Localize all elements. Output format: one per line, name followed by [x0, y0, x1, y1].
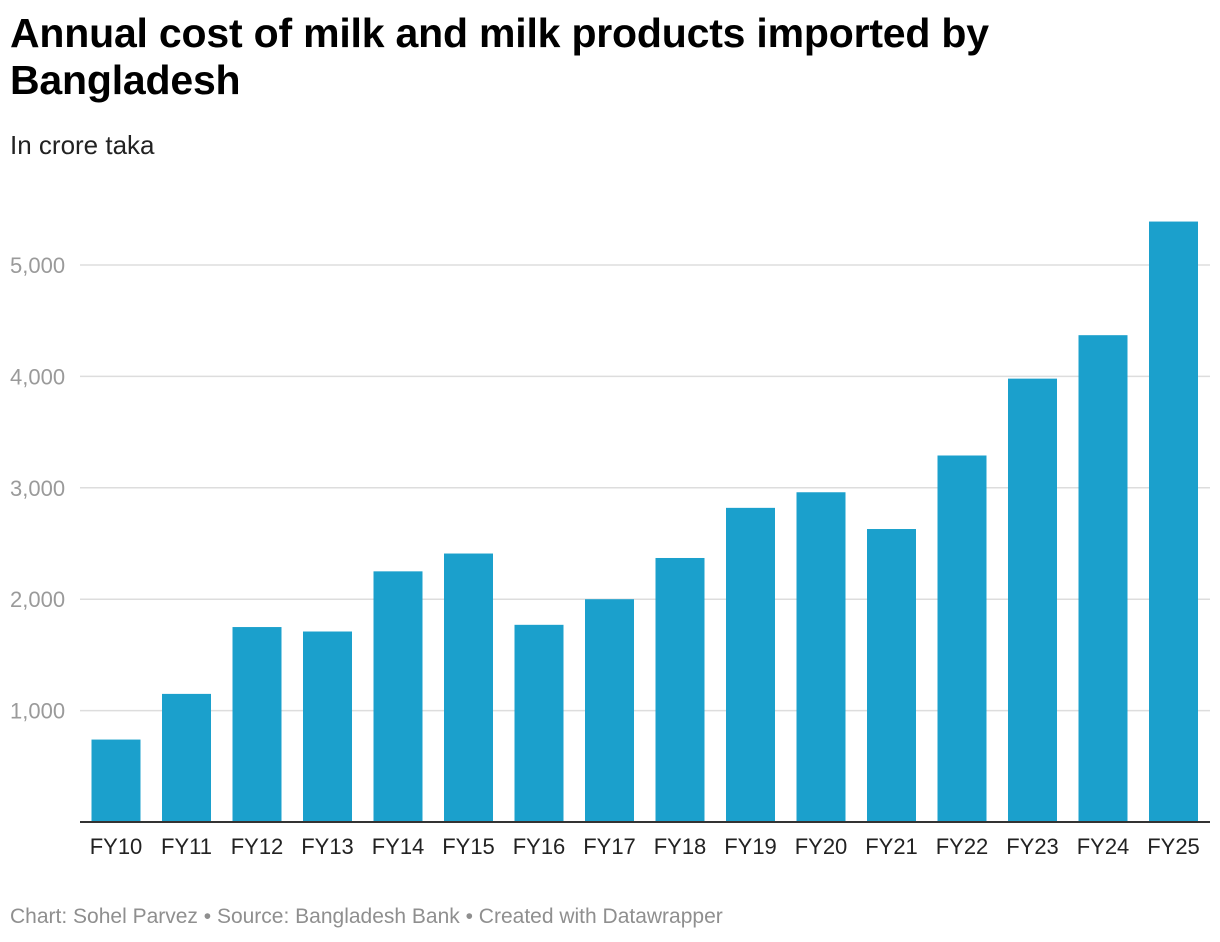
x-tick-label: FY11	[161, 834, 212, 859]
x-tick-label: FY15	[442, 834, 495, 859]
x-tick-label: FY23	[1006, 834, 1059, 859]
x-tick-label: FY18	[654, 834, 707, 859]
x-tick-label: FY12	[231, 834, 284, 859]
x-axis-ticks: FY10 FY11 FY12 FY13 FY14 FY15 FY16 FY17 FY18 FY19…	[90, 834, 1200, 859]
chart-footer-credit: Chart: Sohel Parvez • Source: Bangladesh…	[10, 905, 723, 928]
x-tick-label: FY14	[372, 834, 425, 859]
y-tick-label: 5,000	[10, 253, 65, 278]
bar-fy25	[1149, 221, 1198, 822]
bar-fy24	[1078, 335, 1128, 822]
bar-fy10	[91, 739, 141, 822]
bars	[91, 221, 1198, 822]
x-tick-label: FY17	[583, 834, 636, 859]
y-axis-ticks: 1,000 2,000 3,000 4,000 5,000	[10, 253, 65, 724]
bar-fy19	[726, 507, 775, 822]
y-tick-label: 2,000	[10, 587, 65, 612]
chart-subtitle: In crore taka	[10, 130, 155, 160]
x-tick-label: FY21	[865, 834, 918, 859]
x-tick-label: FY24	[1077, 834, 1130, 859]
bar-fy17	[585, 599, 634, 822]
y-tick-label: 1,000	[10, 699, 65, 724]
y-tick-label: 4,000	[10, 364, 65, 389]
bar-fy22	[937, 455, 987, 822]
y-tick-label: 3,000	[10, 476, 65, 501]
bar-fy13	[303, 631, 352, 822]
x-tick-label: FY16	[513, 834, 566, 859]
chart-title: Annual cost of milk and milk products im…	[10, 10, 989, 103]
x-tick-label: FY19	[724, 834, 777, 859]
x-tick-label: FY13	[301, 834, 354, 859]
bar-fy11	[162, 693, 211, 822]
bar-fy16	[514, 624, 564, 822]
x-tick-label: FY25	[1147, 834, 1200, 859]
bar-fy12	[232, 627, 282, 822]
x-tick-label: FY22	[936, 834, 989, 859]
bar-fy15	[444, 553, 493, 822]
x-tick-label: FY10	[90, 834, 143, 859]
bar-fy23	[1008, 378, 1057, 822]
bar-fy14	[373, 571, 423, 822]
x-tick-label: FY20	[795, 834, 848, 859]
bar-fy20	[796, 492, 846, 822]
bar-fy21	[867, 529, 916, 822]
bar-fy18	[655, 557, 705, 822]
